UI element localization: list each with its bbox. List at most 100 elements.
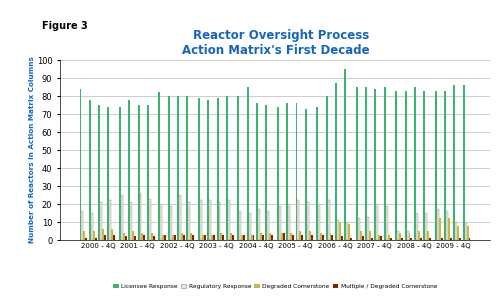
Bar: [188, 202, 190, 240]
Bar: [362, 236, 364, 240]
Bar: [398, 231, 399, 240]
Bar: [168, 96, 170, 240]
Bar: [371, 238, 373, 240]
Bar: [132, 231, 134, 240]
Bar: [89, 100, 91, 240]
Bar: [240, 211, 242, 240]
Bar: [170, 206, 172, 240]
Bar: [396, 91, 398, 240]
Bar: [211, 235, 213, 240]
Bar: [367, 217, 369, 240]
Bar: [164, 235, 166, 240]
Bar: [92, 231, 94, 240]
Bar: [186, 96, 188, 240]
Bar: [290, 233, 292, 240]
Bar: [198, 98, 200, 240]
Bar: [226, 96, 228, 240]
Bar: [172, 235, 173, 240]
Bar: [466, 226, 468, 240]
Bar: [425, 213, 427, 240]
Bar: [298, 200, 300, 240]
Bar: [208, 100, 209, 240]
Bar: [91, 213, 92, 240]
Bar: [440, 238, 442, 240]
Bar: [328, 200, 330, 240]
Bar: [406, 231, 408, 240]
Bar: [420, 238, 422, 240]
Bar: [100, 202, 102, 240]
Bar: [151, 233, 152, 240]
Bar: [408, 233, 410, 240]
Bar: [94, 238, 96, 240]
Bar: [202, 235, 204, 240]
Bar: [277, 107, 279, 240]
Bar: [380, 236, 382, 240]
Bar: [80, 89, 82, 240]
Bar: [454, 85, 456, 240]
Bar: [179, 195, 181, 240]
Bar: [86, 238, 87, 240]
Bar: [243, 235, 245, 240]
Bar: [459, 238, 461, 240]
Bar: [326, 96, 328, 240]
Bar: [144, 235, 146, 240]
Bar: [435, 91, 437, 240]
Bar: [242, 235, 243, 240]
Bar: [416, 213, 418, 240]
Bar: [216, 98, 218, 240]
Bar: [252, 235, 254, 240]
Bar: [450, 238, 452, 240]
Y-axis label: Number of Reactors in Action Matrix Columns: Number of Reactors in Action Matrix Colu…: [29, 57, 35, 243]
Bar: [121, 195, 123, 240]
Bar: [281, 233, 282, 240]
Bar: [337, 220, 339, 240]
Bar: [152, 236, 154, 240]
Bar: [401, 238, 403, 240]
Bar: [463, 85, 464, 240]
Bar: [358, 218, 360, 240]
Bar: [300, 231, 302, 240]
Bar: [292, 235, 294, 240]
Bar: [346, 222, 348, 240]
Bar: [174, 235, 176, 240]
Bar: [209, 200, 211, 240]
Bar: [348, 224, 350, 240]
Bar: [332, 235, 334, 240]
Bar: [112, 229, 113, 240]
Bar: [266, 105, 268, 240]
Bar: [378, 235, 380, 240]
Bar: [271, 235, 273, 240]
Bar: [305, 109, 307, 240]
Bar: [360, 231, 362, 240]
Bar: [344, 69, 346, 240]
Bar: [110, 200, 112, 240]
Bar: [134, 236, 136, 240]
Bar: [365, 87, 367, 240]
Bar: [142, 233, 144, 240]
Bar: [262, 235, 264, 240]
Bar: [256, 103, 258, 240]
Bar: [446, 211, 448, 240]
Bar: [438, 218, 440, 240]
Bar: [335, 83, 337, 240]
Legend: Licensee Response, Regulatory Response, Degraded Cornerstone, Multiple / Degrade: Licensee Response, Regulatory Response, …: [110, 281, 440, 291]
Bar: [192, 235, 194, 240]
Bar: [238, 96, 240, 240]
Bar: [429, 238, 431, 240]
Bar: [286, 103, 288, 240]
Bar: [427, 231, 429, 240]
Bar: [282, 233, 284, 240]
Bar: [437, 209, 438, 240]
Bar: [410, 238, 412, 240]
Bar: [322, 235, 324, 240]
Bar: [279, 206, 281, 240]
Bar: [424, 91, 425, 240]
Bar: [104, 235, 106, 240]
Bar: [418, 231, 420, 240]
Bar: [302, 235, 303, 240]
Bar: [160, 204, 162, 240]
Bar: [125, 236, 126, 240]
Bar: [147, 105, 149, 240]
Bar: [468, 238, 470, 240]
Bar: [296, 103, 298, 240]
